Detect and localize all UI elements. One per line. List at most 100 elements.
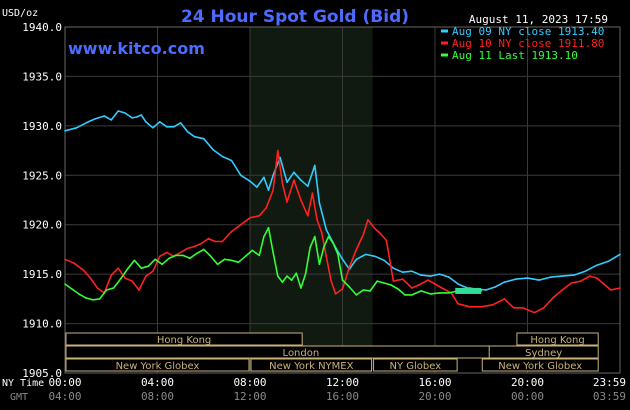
x-tick-label-ny: 12:00 <box>326 376 359 389</box>
y-tick-label: 1930.0 <box>22 120 62 133</box>
x-tick-label-gmt: 20:00 <box>418 390 451 403</box>
data-point <box>203 248 205 251</box>
data-point <box>468 306 471 308</box>
data-point <box>364 253 367 256</box>
data-point <box>589 275 591 277</box>
data-point <box>172 126 175 128</box>
data-point <box>314 235 316 238</box>
data-point <box>427 279 429 281</box>
last-price-marker <box>455 287 482 294</box>
data-point <box>87 121 89 123</box>
data-point <box>385 239 388 242</box>
session-label: London <box>283 348 320 359</box>
data-point <box>441 287 443 289</box>
data-point <box>145 121 147 123</box>
data-point <box>362 233 365 236</box>
x-tick-label-ny: 16:00 <box>418 376 451 389</box>
data-point <box>367 219 369 221</box>
data-point <box>485 289 487 291</box>
data-point <box>240 223 242 226</box>
data-point <box>411 294 413 296</box>
data-point <box>561 275 563 277</box>
data-point <box>126 268 129 271</box>
session-label: Hong Kong <box>530 335 584 346</box>
data-point <box>196 252 198 255</box>
data-point <box>390 284 392 286</box>
data-point <box>610 289 612 291</box>
data-point <box>119 278 122 280</box>
ny-time-label: NY Time <box>2 378 44 389</box>
data-point <box>596 277 598 279</box>
data-point <box>207 237 210 240</box>
data-point <box>256 186 258 188</box>
data-point <box>267 189 270 191</box>
data-point <box>348 286 351 288</box>
data-point <box>311 192 314 194</box>
data-point <box>140 267 143 270</box>
y-tick-label: 1915.0 <box>22 268 62 281</box>
data-point <box>374 255 376 258</box>
data-point <box>78 293 80 295</box>
data-point <box>258 254 261 257</box>
session-label: NY Globex <box>390 361 442 372</box>
y-unit-label: USD/oz <box>2 8 38 19</box>
data-point <box>230 230 233 233</box>
data-point <box>193 135 196 138</box>
data-point <box>221 155 224 158</box>
data-point <box>98 298 101 300</box>
data-point <box>189 257 191 260</box>
data-point <box>512 307 515 309</box>
data-point <box>152 127 154 129</box>
data-point <box>89 277 92 279</box>
data-point <box>96 287 99 289</box>
data-point <box>411 287 413 289</box>
data-point <box>230 159 233 162</box>
data-point <box>411 270 413 273</box>
data-point <box>251 249 254 252</box>
data-point <box>179 122 182 124</box>
data-point <box>494 286 496 288</box>
data-point <box>64 283 66 285</box>
data-point <box>378 231 381 234</box>
x-tick-label-ny: 23:59 <box>593 376 626 389</box>
data-point <box>320 231 323 234</box>
data-point <box>438 273 441 275</box>
data-point <box>263 176 265 179</box>
data-point <box>341 288 344 290</box>
data-point <box>392 267 395 270</box>
data-point <box>147 265 150 268</box>
data-point <box>295 272 298 275</box>
grid-lines <box>64 26 621 374</box>
data-point <box>323 245 325 248</box>
data-point <box>341 279 344 281</box>
data-point <box>240 174 242 177</box>
data-point <box>279 156 281 159</box>
data-point <box>429 293 432 295</box>
data-point <box>182 254 184 257</box>
data-point <box>300 287 302 289</box>
y-tick-label: 1940.0 <box>22 21 62 34</box>
data-point <box>383 259 385 262</box>
data-point <box>135 116 138 118</box>
session-label: Hong Kong <box>157 335 211 346</box>
data-point <box>596 264 598 267</box>
data-point <box>300 179 302 181</box>
data-point <box>404 294 406 296</box>
data-point <box>438 292 441 294</box>
data-point <box>392 280 395 282</box>
data-point <box>203 137 205 140</box>
data-point <box>307 215 309 217</box>
data-point <box>325 228 328 231</box>
data-point <box>152 270 154 273</box>
data-point <box>179 251 182 254</box>
data-point <box>307 185 309 187</box>
data-point <box>401 271 404 274</box>
legend-entry: Aug 10 NY close 1911.80 <box>452 37 604 50</box>
data-point <box>304 273 307 275</box>
data-point <box>133 259 136 262</box>
data-point <box>619 287 621 289</box>
data-point <box>542 307 545 309</box>
data-point <box>94 118 96 120</box>
data-point <box>492 304 494 306</box>
data-point <box>223 258 226 261</box>
